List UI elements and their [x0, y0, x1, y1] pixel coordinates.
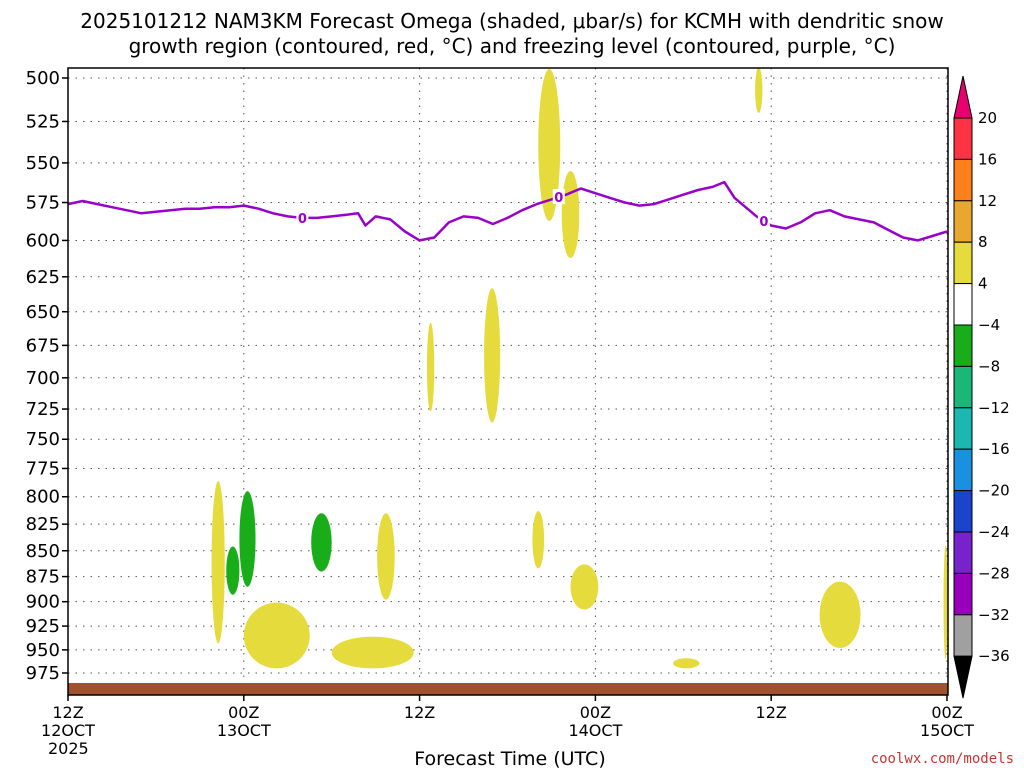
y-tick-label: 500 — [26, 68, 60, 89]
contour-label-bg — [552, 189, 565, 205]
freezing-level-label: 0 — [298, 212, 307, 227]
y-tick-label: 725 — [26, 399, 60, 420]
colorbar-segment — [953, 117, 973, 160]
terrain-band — [68, 682, 948, 695]
colorbar-label: −24 — [978, 523, 1010, 541]
colorbar-segment — [953, 531, 973, 574]
omega-region — [532, 511, 545, 569]
omega-colorbar: 20 16 12 8 4 −4 −8 −12 −16 −20 −24 −28 −32 −36 — [953, 75, 1010, 699]
colorbar-segment — [953, 158, 973, 202]
omega-region — [426, 322, 435, 412]
chart-title-line2: growth region (contoured, red, °C) and f… — [129, 34, 896, 58]
omega-region — [819, 581, 861, 648]
colorbar-segment — [953, 407, 973, 450]
colorbar-label: −20 — [978, 482, 1010, 500]
x-tick-label-date: 12OCT — [41, 721, 95, 740]
colorbar-label: −4 — [978, 316, 1000, 334]
y-tick-label: 575 — [26, 193, 60, 214]
contour-label-bg — [757, 212, 770, 228]
y-tick-label: 750 — [26, 429, 60, 450]
colorbar-segment — [953, 490, 973, 533]
colorbar-segment — [953, 200, 973, 243]
y-tick-label: 875 — [26, 567, 60, 588]
colorbar-label: 4 — [978, 275, 988, 293]
colorbar-segment — [953, 241, 973, 285]
x-tick-label-time: 00Z — [228, 703, 259, 722]
colorbar-segment — [953, 448, 973, 492]
y-tick-label: 850 — [26, 541, 60, 562]
omega-region — [538, 69, 561, 221]
colorbar-label: 20 — [978, 109, 997, 127]
plot-frame — [67, 67, 949, 696]
y-tick-label: 950 — [26, 640, 60, 661]
x-tick-label-time: 12Z — [52, 703, 83, 722]
colorbar-segment — [953, 365, 973, 409]
colorbar-label: 16 — [978, 150, 997, 168]
colorbar-label: −28 — [978, 564, 1010, 582]
y-tick-label: 900 — [26, 592, 60, 613]
x-tick-label-time: 12Z — [404, 703, 435, 722]
omega-region — [226, 546, 240, 595]
colorbar-label: 12 — [978, 192, 997, 210]
y-tick-label: 675 — [26, 335, 60, 356]
x-tick-label-time: 00Z — [580, 703, 611, 722]
y-tick-label: 600 — [26, 230, 60, 251]
y-tick-label: 650 — [26, 302, 60, 323]
colorbar-label: −8 — [978, 357, 1000, 375]
y-tick-label: 700 — [26, 368, 60, 389]
colorbar-label: 8 — [978, 233, 988, 251]
x-axis-title: Forecast Time (UTC) — [414, 748, 605, 768]
omega-region — [673, 658, 700, 669]
colorbar-top-arrow — [953, 75, 973, 119]
y-tick-label: 925 — [26, 616, 60, 637]
plot-area — [68, 68, 948, 695]
colorbar-segment — [953, 324, 973, 367]
omega-region — [331, 636, 414, 669]
omega-shading — [211, 67, 948, 669]
omega-region — [239, 491, 256, 587]
omega-region — [377, 513, 395, 600]
freezing-level-layer: 0 0 0 — [67, 180, 948, 242]
chart-title-line1: 2025101212 NAM3KM Forecast Omega (shaded… — [80, 9, 943, 33]
colorbar-label: −12 — [978, 399, 1010, 417]
x-tick-label-date: 13OCT — [217, 721, 271, 740]
freezing-level-label: 0 — [554, 191, 563, 206]
colorbar-segment — [953, 283, 973, 326]
y-tick-label: 975 — [26, 663, 60, 684]
omega-region — [570, 564, 599, 610]
y-axis: 500 525 550 575 600 625 650 675 700 725 750 775 800 8… — [26, 68, 68, 684]
y-tick-label: 825 — [26, 514, 60, 535]
colorbar-segment — [953, 572, 973, 616]
x-tick-label-time: 00Z — [931, 703, 962, 722]
y-tick-label: 550 — [26, 153, 60, 174]
y-tick-label: 775 — [26, 458, 60, 479]
omega-region — [211, 481, 225, 644]
freezing-level-line — [67, 180, 948, 242]
omega-region — [943, 545, 948, 660]
site-credit: coolwx.com/models — [871, 751, 1014, 767]
colorbar-label: −16 — [978, 440, 1010, 458]
colorbar-label: −32 — [978, 606, 1010, 624]
terrain-layer — [68, 682, 948, 695]
contour-label-bg — [296, 209, 309, 225]
y-tick-label: 800 — [26, 487, 60, 508]
omega-region — [484, 288, 501, 423]
colorbar-bottom-arrow — [953, 655, 973, 699]
colorbar-label: −36 — [978, 647, 1010, 665]
x-tick-label-time: 12Z — [756, 703, 787, 722]
colorbar-segment — [953, 614, 973, 657]
omega-region — [755, 67, 763, 113]
y-tick-label: 625 — [26, 267, 60, 288]
x-tick-label-date: 15OCT — [920, 721, 974, 740]
freezing-level-label: 0 — [759, 215, 768, 230]
omega-region — [243, 602, 310, 669]
y-tick-label: 525 — [26, 111, 60, 132]
x-tick-label-year: 2025 — [48, 739, 89, 758]
omega-region — [561, 170, 580, 259]
x-tick-label-date: 14OCT — [568, 721, 622, 740]
omega-region — [311, 513, 332, 572]
